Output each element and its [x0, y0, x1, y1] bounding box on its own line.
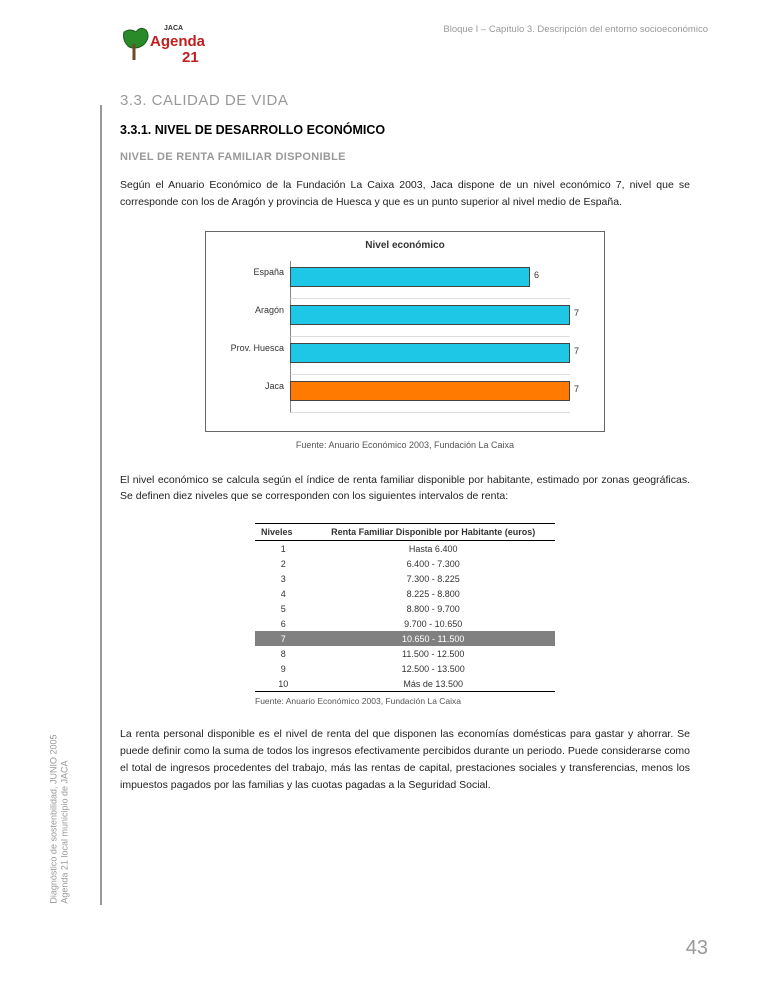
bar-label: España — [220, 267, 284, 277]
paragraph-3: La renta personal disponible es el nivel… — [120, 726, 690, 793]
table-row: 912.500 - 13.500 — [255, 661, 555, 676]
chart-source: Fuente: Anuario Económico 2003, Fundació… — [120, 440, 690, 450]
table-row: 26.400 - 7.300 — [255, 556, 555, 571]
bar-row: España6 — [290, 261, 570, 299]
logo-line1: Agenda — [150, 33, 206, 50]
bar-label: Aragón — [220, 305, 284, 315]
table-row: 1Hasta 6.400 — [255, 541, 555, 557]
bar-value: 7 — [574, 346, 579, 356]
table-row: 48.225 - 8.800 — [255, 586, 555, 601]
bar-row: Prov. Huesca7 — [290, 337, 570, 375]
agenda21-logo: JACA Agenda 21 — [116, 18, 216, 68]
logo-top-text: JACA — [164, 25, 183, 32]
table-row: 58.800 - 9.700 — [255, 601, 555, 616]
table-row: 811.500 - 12.500 — [255, 646, 555, 661]
table-col-renta: Renta Familiar Disponible por Habitante … — [311, 524, 555, 541]
sidebar-text: Diagnóstico de sostenbilidad, JUNIO 2005… — [48, 735, 70, 904]
bar-row: Jaca7 — [290, 375, 570, 413]
bar-label: Jaca — [220, 381, 284, 391]
page-number: 43 — [686, 937, 708, 960]
bar-row: Aragón7 — [290, 299, 570, 337]
vertical-rule — [100, 105, 102, 905]
table-row: 10Más de 13.500 — [255, 676, 555, 692]
paragraph-2: El nivel económico se calcula según el í… — [120, 472, 690, 506]
section-heading: 3.3. CALIDAD DE VIDA — [120, 92, 690, 109]
economic-level-chart: Nivel económico España6Aragón7Prov. Hues… — [205, 231, 605, 432]
logo-line2: 21 — [182, 49, 199, 66]
bar-value: 7 — [574, 308, 579, 318]
subsubsection-heading: NIVEL DE RENTA FAMILIAR DISPONIBLE — [120, 151, 690, 163]
chapter-header: Bloque I – Capítulo 3. Descripción del e… — [443, 24, 708, 35]
income-levels-table: Niveles Renta Familiar Disponible por Ha… — [255, 523, 555, 692]
bar-label: Prov. Huesca — [220, 343, 284, 353]
bar-value: 6 — [534, 270, 539, 280]
bar-fill — [290, 381, 570, 401]
bar-fill — [290, 305, 570, 325]
table-row: 69.700 - 10.650 — [255, 616, 555, 631]
table-source: Fuente: Anuario Económico 2003, Fundació… — [255, 696, 555, 706]
subsection-heading: 3.3.1. NIVEL DE DESARROLLO ECONÓMICO — [120, 123, 690, 137]
table-row: 37.300 - 8.225 — [255, 571, 555, 586]
table-row: 710.650 - 11.500 — [255, 631, 555, 646]
bar-fill — [290, 343, 570, 363]
chart-title: Nivel económico — [220, 240, 590, 251]
bar-value: 7 — [574, 384, 579, 394]
paragraph-1: Según el Anuario Económico de la Fundaci… — [120, 177, 690, 211]
bar-fill — [290, 267, 530, 287]
table-col-niveles: Niveles — [255, 524, 311, 541]
